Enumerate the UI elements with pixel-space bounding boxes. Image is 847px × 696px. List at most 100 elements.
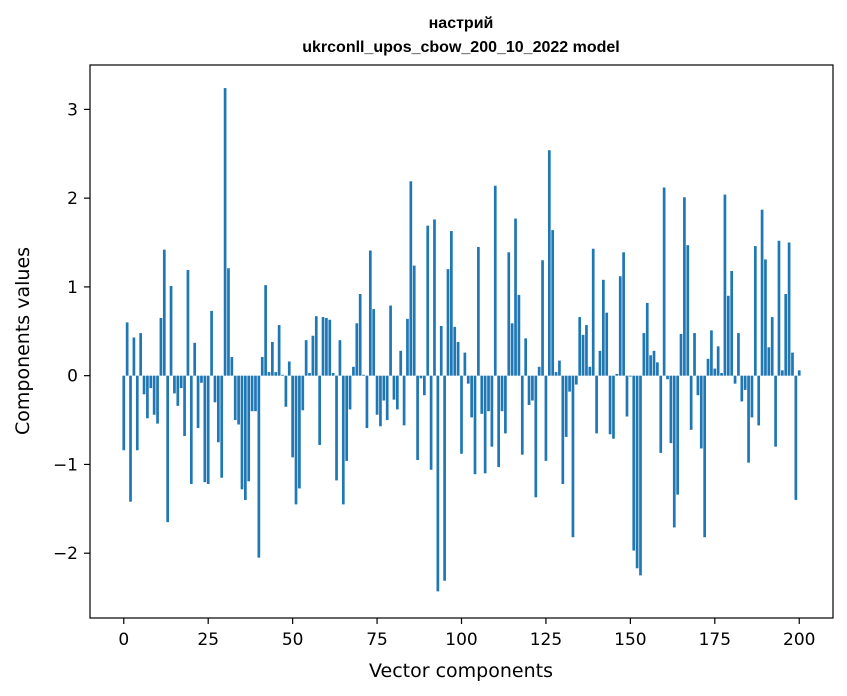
bar [777,240,781,376]
bar [595,375,598,434]
bar [564,375,568,437]
y-tick-label: −1 [53,455,78,475]
y-tick-label: −2 [53,544,78,564]
bar [642,333,646,376]
bar [308,373,311,376]
bar [753,246,757,376]
bar [757,375,761,426]
bar [598,350,602,376]
bar [605,312,609,376]
bar [463,352,467,376]
bar [493,185,497,376]
bar [666,375,669,380]
bar [693,333,696,376]
bar [352,366,355,376]
bar [460,375,463,454]
bar [676,375,679,495]
bar [615,373,619,376]
bar [483,375,487,474]
bar [726,295,730,376]
bar [271,341,274,376]
bar [446,269,450,376]
bar [591,248,595,376]
bar [206,375,210,484]
bar [504,375,507,434]
bar [686,245,690,376]
y-tick-label: 3 [67,100,78,120]
bar [230,357,234,376]
bar [298,375,301,489]
bar [244,375,247,500]
bar [544,375,548,461]
bar [193,342,197,376]
bar [760,209,764,376]
bar [632,375,636,551]
bar [531,375,534,401]
bar [588,366,592,376]
bar [740,375,744,402]
bar [561,375,565,484]
bars-group [122,88,801,592]
bar [422,375,426,396]
x-tick-label: 100 [445,630,477,650]
bar [162,249,166,376]
bar [541,260,544,376]
bar [294,375,298,505]
bar [254,375,257,412]
bar [291,375,294,458]
bar [774,375,777,447]
bar [723,194,727,376]
bar [416,375,419,460]
bar [537,366,541,376]
bar [227,268,230,376]
bar [733,375,737,384]
x-axis-label: Vector components [369,660,553,682]
bar [250,375,254,412]
bar [534,375,538,498]
bar [301,375,305,411]
bar [277,325,281,376]
bar [355,323,359,376]
bar [737,333,740,376]
bar [524,338,528,376]
bar [456,341,460,376]
bar [345,375,349,461]
bar [314,316,318,376]
bar [362,374,365,376]
bar [453,326,457,376]
bar [500,375,504,412]
bar [132,337,136,376]
bar [389,305,392,376]
bar [264,285,267,376]
bar [338,340,342,376]
bar [335,375,338,481]
bar [696,375,700,396]
x-tick-label: 50 [282,630,304,650]
bar [284,375,288,407]
bar [608,375,612,435]
bar [473,375,477,475]
bar [507,252,511,376]
bar [142,375,146,395]
bar [152,375,156,415]
bar [139,333,143,376]
bar [379,375,382,427]
bar [429,375,433,470]
bar [622,252,625,376]
bar [210,310,213,376]
bar [331,373,335,376]
bar [652,350,656,376]
bar [514,218,517,376]
bar [625,375,629,417]
bar [220,375,224,478]
bar [770,317,774,376]
bar [426,225,430,376]
bar [433,219,436,376]
bar [450,230,453,376]
bar [571,375,575,538]
bar [679,333,683,376]
bar [146,375,149,419]
bar [260,357,264,376]
bar [402,375,406,426]
